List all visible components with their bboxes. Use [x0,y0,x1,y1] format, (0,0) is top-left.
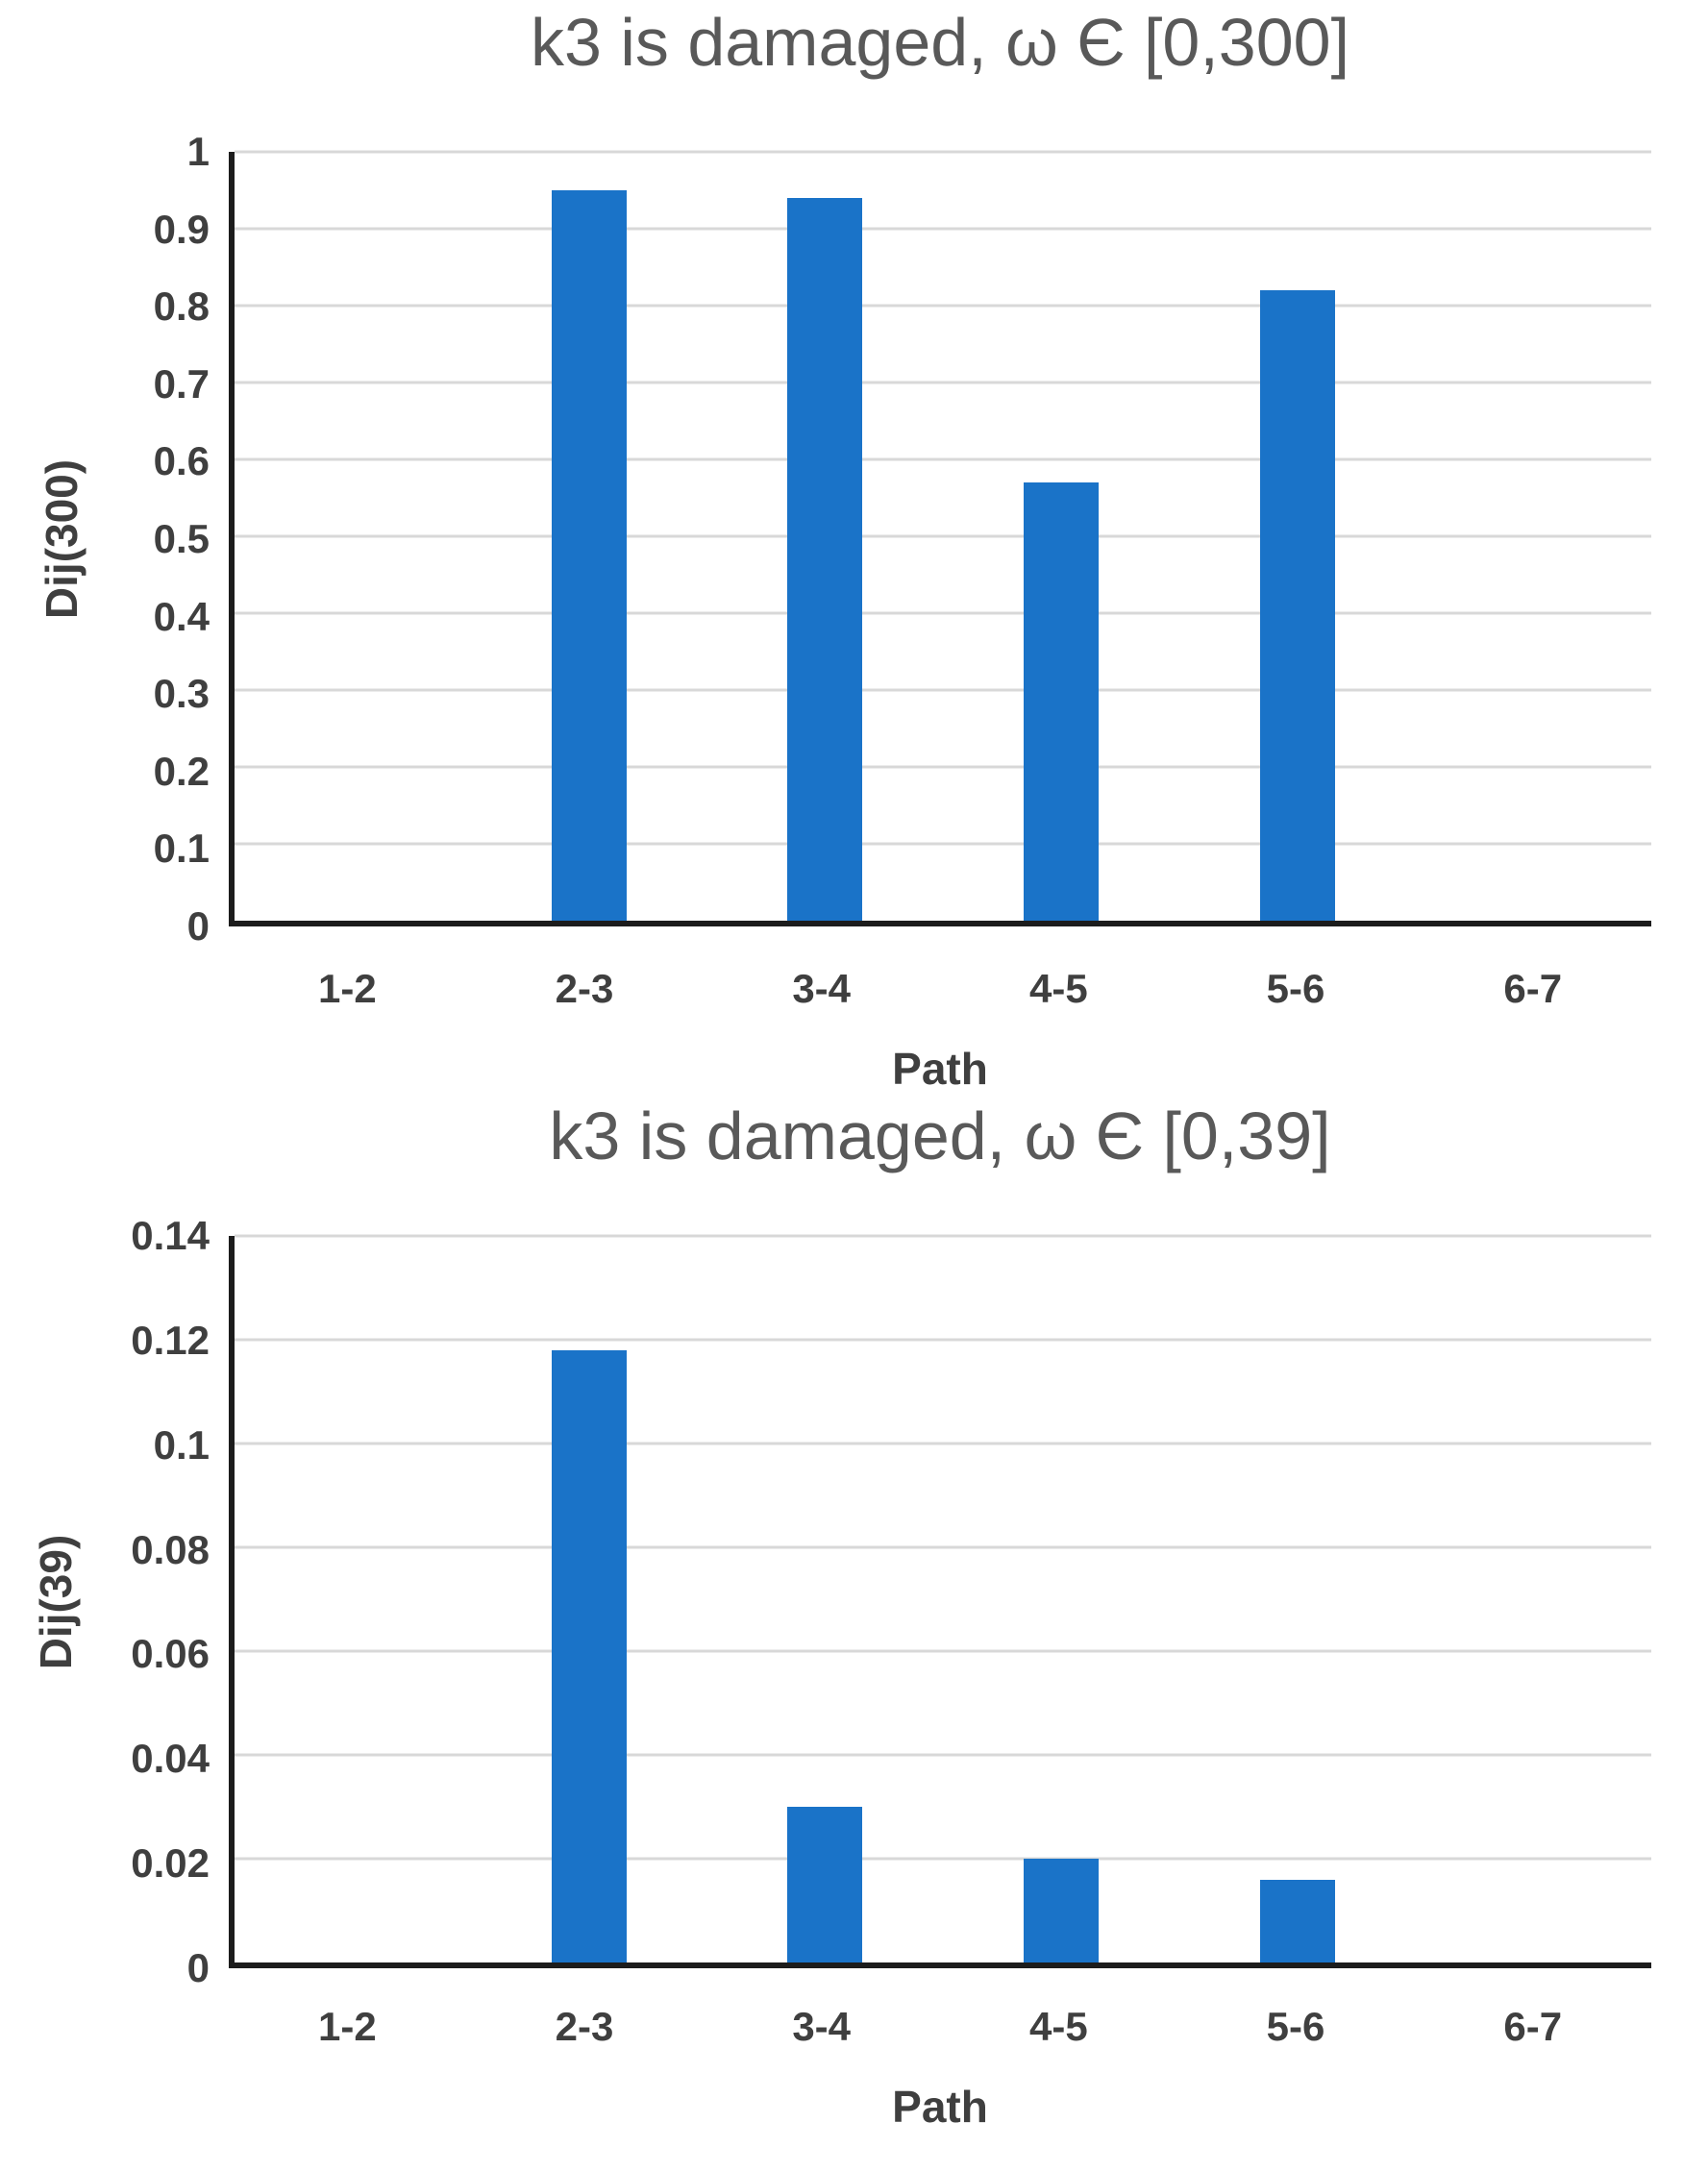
x-tick-label: 4-5 [1029,966,1088,1011]
bar-5-6 [1259,290,1335,921]
x-tick-label: 2-3 [555,966,614,1011]
bar-4-5 [1023,482,1099,921]
y-tick-label: 0.9 [153,206,210,252]
gridline [235,1442,1651,1445]
x-axis-tick-labels: 1-2 2-3 3-4 4-5 5-6 6-7 [229,966,1651,1012]
x-tick-label: 3-4 [792,966,852,1011]
gridline [235,611,1651,615]
gridline [235,227,1651,231]
y-tick-label: 0.3 [153,671,210,717]
y-tick-label: 0.8 [153,284,210,330]
y-tick-label: 0.4 [153,593,210,639]
x-tick-label: 3-4 [792,2004,852,2049]
y-axis-ticks: 0 0.1 0.2 0.3 0.4 0.5 0.6 0.7 0.8 0.9 1 [0,129,210,949]
y-tick-label: 0.5 [153,516,210,561]
y-tick-label: 0.1 [153,1421,210,1468]
y-tick-label: 0.6 [153,438,210,484]
y-tick-label: 0.14 [131,1213,210,1258]
bar-5-6 [1259,1879,1335,1962]
gridline [235,304,1651,308]
gridline [235,1234,1651,1238]
x-tick-label: 4-5 [1029,2004,1088,2049]
gridline [235,150,1651,154]
gridline [235,1649,1651,1653]
chart-title: k3 is damaged, ω Є [0,300] [530,5,1350,80]
gridline [235,688,1651,692]
bar-3-4 [787,1807,863,1962]
y-tick-label: 0 [186,903,210,949]
bar-4-5 [1023,1859,1099,1962]
x-tick-label: 2-3 [555,2004,614,2049]
gridline [235,1753,1651,1757]
x-tick-label: 6-7 [1503,2004,1563,2049]
x-axis-title: Path [892,1044,988,1094]
plot-area [229,1234,1651,1968]
x-axis-title: Path [892,2082,988,2132]
gridline [235,381,1651,384]
y-tick-label: 0.12 [131,1317,210,1363]
y-tick-label: 0.1 [153,826,210,872]
y-tick-label: 0.08 [131,1526,210,1572]
x-tick-label: 5-6 [1266,2004,1325,2049]
y-tick-label: 0.7 [153,360,210,407]
bar-2-3 [551,190,627,921]
y-tick-label: 0.06 [131,1631,210,1677]
chart-title: k3 is damaged, ω Є [0,39] [549,1098,1331,1173]
y-tick-label: 0.04 [131,1736,210,1782]
y-tick-label: 0 [186,1945,210,1990]
x-axis-tick-labels: 1-2 2-3 3-4 4-5 5-6 6-7 [229,2004,1651,2050]
y-tick-label: 0.02 [131,1840,210,1887]
gridline [235,765,1651,769]
bar-2-3 [551,1349,627,1962]
y-tick-label: 0.2 [153,748,210,794]
x-tick-label: 6-7 [1503,966,1563,1011]
gridline [235,534,1651,538]
gridline [235,1857,1651,1861]
y-axis-ticks: 0 0.02 0.04 0.06 0.08 0.1 0.12 0.14 [0,1213,210,1990]
x-tick-label: 1-2 [317,2004,377,2049]
bar-3-4 [787,198,863,921]
gridline [235,842,1651,846]
x-tick-label: 1-2 [317,966,377,1011]
x-tick-label: 5-6 [1266,966,1325,1011]
gridline [235,1338,1651,1342]
y-tick-label: 1 [186,129,210,174]
gridline [235,457,1651,461]
plot-area [229,150,1651,926]
gridline [235,1545,1651,1549]
